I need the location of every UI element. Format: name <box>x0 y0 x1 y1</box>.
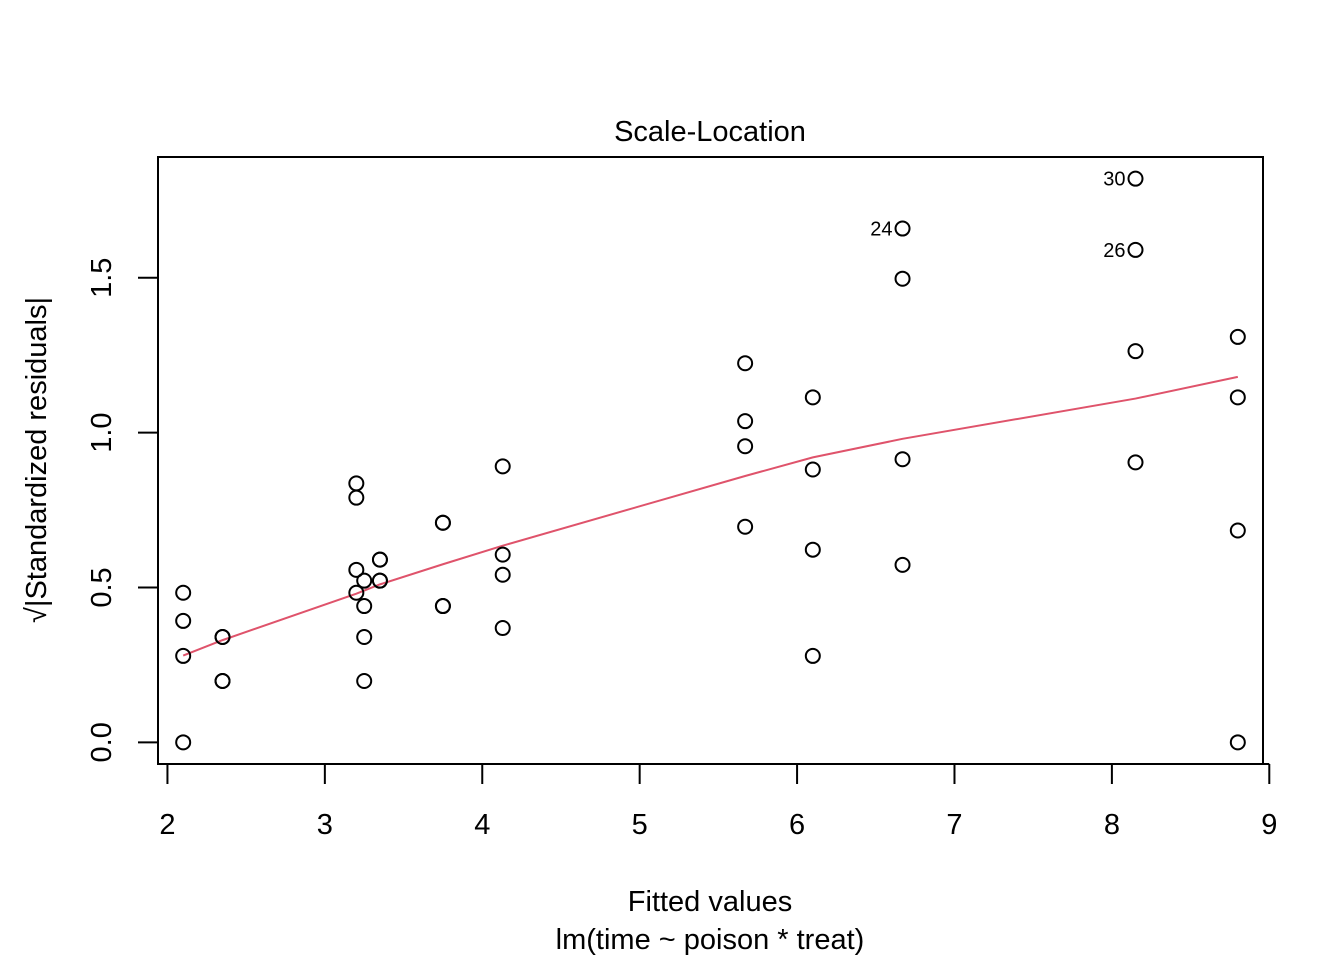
data-point <box>356 572 373 589</box>
data-point <box>175 612 192 629</box>
chart-title: Scale-Location <box>614 116 806 148</box>
data-point <box>356 673 373 690</box>
y-tick-label: 1.0 <box>86 412 118 452</box>
data-point <box>175 734 192 751</box>
x-axis-sublabel: lm(time ~ poison * treat) <box>556 924 865 956</box>
data-point <box>494 566 511 583</box>
data-point <box>1127 170 1144 187</box>
data-point <box>356 598 373 615</box>
data-point <box>175 647 192 664</box>
data-point <box>434 598 451 615</box>
data-point <box>804 389 821 406</box>
plot-frame <box>157 156 1264 765</box>
point-label: 26 <box>1103 240 1125 262</box>
data-point <box>371 551 388 568</box>
x-axis: 2 3 4 5 6 7 8 9 <box>159 763 1277 841</box>
y-tick-label: 1.5 <box>86 258 118 298</box>
data-points <box>175 170 1246 751</box>
data-point <box>214 629 231 646</box>
point-label: 24 <box>870 219 892 241</box>
data-point <box>1229 734 1246 751</box>
y-axis-label: √|Standardized residuals| <box>21 297 53 623</box>
x-tick-label: 7 <box>946 809 962 841</box>
data-point <box>1127 454 1144 471</box>
data-point <box>371 572 388 589</box>
point-labels: 30 26 24 <box>870 169 1125 262</box>
y-axis: 0.0 0.5 1.0 1.5 <box>86 258 159 762</box>
y-tick-label: 0.5 <box>86 567 118 607</box>
x-tick-label: 6 <box>789 809 805 841</box>
x-tick-label: 9 <box>1261 809 1277 841</box>
data-point <box>348 561 365 578</box>
data-point <box>494 546 511 563</box>
data-point <box>804 647 821 664</box>
data-point <box>1229 389 1246 406</box>
data-point <box>494 458 511 475</box>
data-point <box>804 461 821 478</box>
data-point <box>894 556 911 573</box>
data-point <box>175 584 192 601</box>
y-tick-label: 0.0 <box>86 722 118 762</box>
data-point <box>1127 343 1144 360</box>
data-point <box>348 475 365 492</box>
point-label: 30 <box>1103 169 1125 191</box>
data-point <box>356 629 373 646</box>
x-tick-label: 3 <box>317 809 333 841</box>
data-point <box>894 270 911 287</box>
smoother-line <box>182 375 1239 657</box>
data-point <box>894 220 911 237</box>
data-point <box>1229 522 1246 539</box>
x-tick-label: 8 <box>1104 809 1120 841</box>
data-point <box>348 584 365 601</box>
x-axis-label: Fitted values <box>628 886 792 918</box>
data-point <box>494 620 511 637</box>
data-point <box>737 355 754 372</box>
x-tick-label: 2 <box>159 809 175 841</box>
data-point <box>737 413 754 430</box>
data-point <box>737 438 754 455</box>
data-point <box>434 514 451 531</box>
data-point <box>737 518 754 535</box>
data-point <box>348 489 365 506</box>
x-tick-label: 5 <box>632 809 648 841</box>
data-point <box>1127 241 1144 258</box>
data-point <box>894 451 911 468</box>
data-point <box>804 541 821 558</box>
data-point <box>214 673 231 690</box>
data-point <box>1229 328 1246 345</box>
x-tick-label: 4 <box>474 809 490 841</box>
